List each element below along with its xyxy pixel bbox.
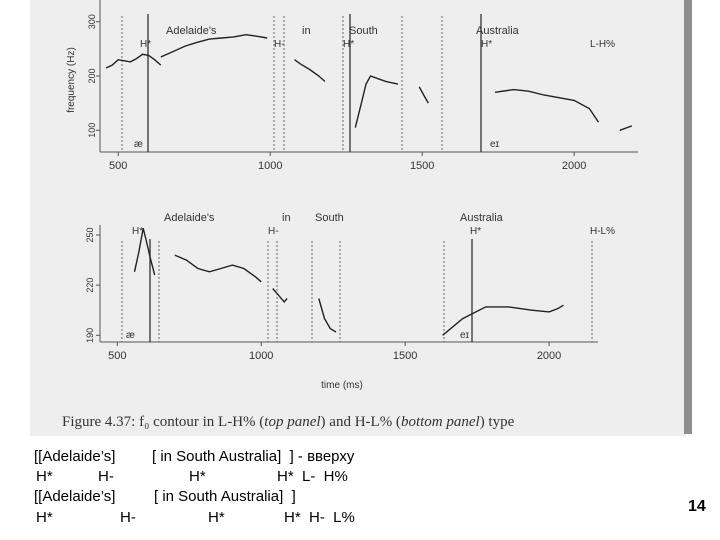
tone-line-1a: H* — [36, 468, 53, 485]
scrollbar-edge — [684, 0, 692, 434]
caption-mid: ) and H-L% ( — [320, 414, 401, 430]
y-tick-label: 190 — [85, 328, 95, 343]
tone-line-2b: H- — [120, 509, 136, 526]
x-tick-label: 1000 — [258, 160, 282, 172]
f0-contour — [133, 228, 156, 276]
tone-line-2a: H* — [36, 509, 53, 526]
bracket-line-2b: [ in South Australia] ] — [154, 488, 296, 505]
segment-label: eɪ — [490, 139, 500, 150]
f0-contour — [442, 304, 564, 336]
tone-line-1d: H* L- H% — [277, 468, 348, 485]
f0-contour — [272, 288, 288, 303]
figure-caption: Figure 4.37: f₀ contour in L-H% (top pan… — [62, 414, 514, 431]
word-label: in — [282, 212, 291, 224]
word-label: Adelaide's — [164, 212, 215, 224]
word-label: Adelaide's — [166, 25, 217, 37]
y-tick-label: 220 — [85, 278, 95, 293]
word-label: South — [315, 212, 344, 224]
tone-line-1b: H- — [98, 468, 114, 485]
tone-line-2c: H* — [208, 509, 225, 526]
x-tick-label: 2000 — [562, 160, 586, 172]
tone-label: H- — [274, 39, 285, 50]
x-tick-label: 1500 — [410, 160, 434, 172]
y-tick-label: 200 — [87, 68, 97, 83]
f0-contour — [294, 59, 326, 82]
y-tick-label: 100 — [87, 123, 97, 138]
x-tick-label: 2000 — [537, 350, 561, 362]
bracket-line-1b: [ in South Australia] ] - вверху — [152, 448, 355, 465]
f0-contour — [105, 53, 162, 69]
tone-line-1c: H* — [189, 468, 206, 485]
caption-end: ) type — [479, 414, 515, 430]
bracket-line-1a: [[Adelaide’s] — [34, 448, 116, 465]
f0-contour — [494, 88, 600, 123]
f0-contour — [354, 75, 399, 128]
x-tick-label: 1000 — [249, 350, 273, 362]
x-tick-label: 500 — [109, 160, 127, 172]
tone-label: L-H% — [590, 39, 615, 50]
tone-label: H-L% — [590, 226, 615, 237]
bracket-line-2a: [[Adelaide’s] — [34, 488, 116, 505]
f0-contour — [619, 125, 633, 131]
tone-label: H* — [343, 39, 354, 50]
caption-top: top panel — [264, 414, 321, 430]
caption-f0: f₀ contour in L-H% ( — [139, 414, 265, 430]
tone-label: H- — [268, 226, 279, 237]
pitch-contour-figure: 100 200 300 500 1000 1500 2000 Adelaide's in Sout… — [66, 0, 638, 391]
x-tick-label: 1500 — [393, 350, 417, 362]
segment-label: eɪ — [460, 330, 470, 341]
caption-prefix: Figure 4.37: — [62, 414, 136, 430]
y-tick-label: 250 — [85, 228, 95, 243]
word-label: Australia — [476, 25, 520, 37]
tone-label: H* — [470, 226, 481, 237]
word-label: South — [349, 25, 378, 37]
tone-line-2d: H* H- L% — [284, 509, 355, 526]
y-axis-label: frequency (Hz) — [66, 47, 77, 113]
page-number: 14 — [688, 498, 706, 515]
segment-label: æ — [134, 139, 143, 150]
x-tick-label: 500 — [108, 350, 126, 362]
tone-label: H* — [140, 39, 151, 50]
word-label: in — [302, 25, 311, 37]
f0-contour — [160, 33, 268, 58]
word-label: Australia — [460, 212, 504, 224]
f0-contour — [174, 254, 262, 283]
y-tick-label: 300 — [87, 14, 97, 29]
f0-contour — [318, 298, 337, 333]
figure-scan: 100 200 300 500 1000 1500 2000 Adelaide's in Sout… — [30, 0, 686, 436]
caption-bottom: bottom panel — [400, 414, 480, 430]
f0-contour — [418, 86, 429, 104]
x-axis-label: time (ms) — [321, 380, 363, 391]
tone-label: H* — [132, 226, 143, 237]
tone-label: H* — [481, 39, 492, 50]
segment-label: æ — [126, 330, 135, 341]
